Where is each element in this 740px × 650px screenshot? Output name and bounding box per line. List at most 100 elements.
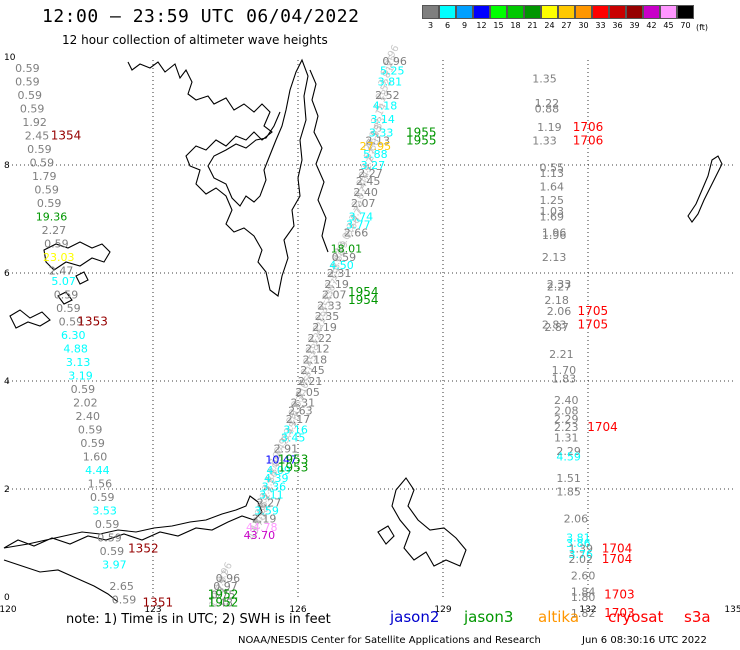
scale-label: 45 — [663, 21, 674, 30]
wave-height-value: 3.19 — [68, 370, 93, 383]
wave-height-value: 2.12 — [305, 343, 330, 356]
wave-height-value: 1.96 — [542, 227, 567, 240]
wave-height-value: 2.40 — [76, 410, 101, 423]
scale-label: 39 — [629, 21, 640, 30]
lat-tick-label: 2 — [4, 485, 10, 495]
wave-height-value: 1.48 — [208, 596, 233, 609]
lat-tick-label: 8 — [4, 161, 10, 171]
wave-height-value: 23.03 — [43, 251, 75, 264]
wave-height-value: 0.88 — [535, 102, 560, 115]
scale-label: 42 — [646, 21, 657, 30]
wave-height-value: 2.47 — [49, 264, 74, 277]
pass-time: 1955 — [406, 134, 437, 148]
wave-height-value: 4.44 — [85, 464, 110, 477]
lon-tick-label: 120 — [0, 605, 17, 615]
wave-height-value: 2.31 — [291, 397, 316, 410]
wave-height-value: 1.13 — [540, 167, 565, 180]
wave-height-value: 1.84 — [571, 586, 596, 599]
wave-height-value: 5.88 — [363, 148, 388, 161]
pass-time: 1953 — [278, 460, 309, 474]
lat-lon-grid — [8, 57, 733, 597]
wave-height-value: 0.59 — [71, 383, 96, 396]
celebes-sea-north-coast — [43, 241, 111, 271]
scale-label: 33 — [595, 21, 606, 30]
sulawesi-north-coast — [3, 495, 263, 549]
pass-time: 1705 — [578, 304, 609, 318]
wave-height-value: 19.36 — [36, 210, 68, 223]
scale-bin: 30 — [575, 5, 592, 32]
wave-height-value: 1.19 — [537, 121, 562, 134]
scale-swatch — [524, 5, 541, 19]
scale-bin: 24 — [541, 5, 558, 32]
scale-bin: 45 — [660, 5, 677, 32]
wave-height-value: 2.27 — [358, 167, 383, 180]
wave-height-value: 2.29 — [554, 413, 579, 426]
wave-height-value: 3.11 — [259, 488, 284, 501]
wave-height-value: 2.83 — [542, 318, 567, 331]
wave-height-value: 0.59 — [90, 491, 115, 504]
wave-height-value: 2.02 — [73, 397, 98, 410]
lat-tick-label: 6 — [4, 269, 10, 279]
wave-height-value: 1.70 — [552, 364, 577, 377]
scale-label: 36 — [612, 21, 623, 30]
wave-height-value: 0.75 — [211, 588, 236, 601]
wave-height-value: 0.59 — [54, 289, 79, 302]
pass-time: 1354 — [51, 128, 82, 142]
satellite-legend-entry: s3a — [684, 608, 711, 626]
lon-tick-label: 132 — [579, 605, 596, 615]
wave-height-value: 0.59 — [34, 183, 59, 196]
generation-timestamp: Jun 6 08:30:16 UTC 2022 — [582, 635, 707, 646]
mindanao-north-coast — [309, 69, 329, 253]
scale-bin: 9 — [456, 5, 473, 32]
scale-label: 27 — [561, 21, 572, 30]
wave-height-value: 2.19 — [324, 278, 349, 291]
wave-height-value: 2.45 — [25, 129, 50, 142]
wave-height-value: 3.16 — [283, 424, 308, 437]
wave-height-value: 2.21 — [298, 375, 323, 388]
wave-height-value: 6.30 — [61, 329, 86, 342]
wave-height-value: 2.07 — [351, 197, 376, 210]
palau-islands — [687, 155, 723, 223]
wave-height-value: 2.33 — [547, 278, 572, 291]
page-title: 12:00 – 23:59 UTC 06/04/2022 — [42, 6, 360, 27]
wave-height-value: 0.59 — [100, 545, 125, 558]
wave-height-value: 0.59 — [80, 437, 105, 450]
lat-tick-label: 4 — [4, 377, 10, 387]
wave-height-value: 1.51 — [556, 472, 581, 485]
wave-height-value: 1.31 — [554, 432, 579, 445]
wave-height-value: 2.60 — [571, 569, 596, 582]
wave-height-value: 4.59 — [556, 451, 581, 464]
satellite-legend-entry: jason2 — [390, 608, 440, 626]
pass-time: 1703 — [604, 606, 635, 620]
scale-bin: 12 — [473, 5, 490, 32]
wave-height-value: 1.60 — [83, 451, 108, 464]
scale-bin: 42 — [643, 5, 660, 32]
wave-height-value: 3.59 — [254, 505, 279, 518]
scale-swatch — [456, 5, 473, 19]
satellite-legend-entry: altika — [538, 608, 580, 626]
pass-time: 1703 — [604, 587, 635, 601]
wave-height-value: 2.27 — [42, 224, 67, 237]
wave-height-value: 1.22 — [535, 97, 560, 110]
scale-label: 6 — [444, 21, 451, 30]
wave-height-value: 2.22 — [308, 332, 333, 345]
lon-tick-label: 123 — [144, 605, 161, 615]
scale-swatch — [592, 5, 609, 19]
wave-height-value: 10.47 — [265, 453, 297, 466]
scale-swatch — [609, 5, 626, 19]
wave-height-value: 27.95 — [360, 140, 392, 153]
wave-height-value: 1.56 — [88, 478, 113, 491]
wave-height-value: 2.87 — [544, 321, 569, 334]
mindanao-coastline — [127, 58, 309, 297]
sulu-islands — [9, 271, 89, 329]
scale-swatch — [541, 5, 558, 19]
wave-height-value: 0.97 — [213, 580, 238, 593]
pass-time: 1954 — [348, 293, 379, 307]
wave-height-value: 2.05 — [295, 386, 320, 399]
scale-unit: (ft) — [696, 23, 709, 32]
wave-height-value: 1.64 — [540, 181, 565, 194]
wave-height-value: 5.07 — [51, 275, 76, 288]
pass-time: 1706 — [573, 134, 604, 148]
scale-bin: 33 — [592, 5, 609, 32]
